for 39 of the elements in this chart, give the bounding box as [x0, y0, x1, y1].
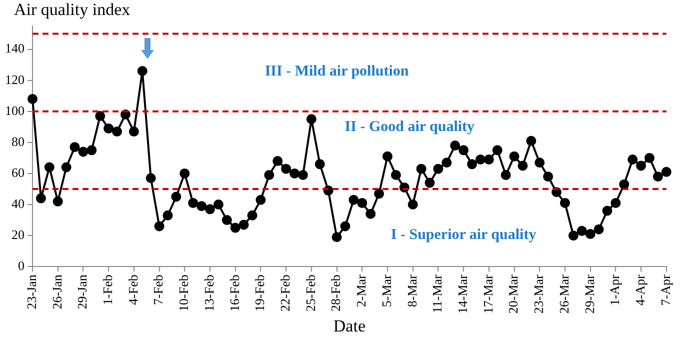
x-tick-label: 4-Apr	[632, 274, 648, 306]
x-tick-label: 28-Feb	[328, 274, 344, 312]
x-tick-label: 11-Mar	[430, 274, 445, 314]
x-tick-label: 25-Feb	[302, 274, 318, 312]
x-tick-label: 16-Feb	[226, 274, 242, 312]
x-tick-label: 7-Apr	[658, 274, 673, 306]
x-tick-label: 19-Feb	[252, 274, 268, 312]
x-tick-label: 1-Apr	[607, 274, 622, 306]
x-tick-label: 23-Mar	[531, 274, 546, 314]
x-tick-label: 17-Mar	[480, 274, 496, 314]
y-tick-label: 40	[12, 196, 24, 211]
x-tick-label: 23-Jan	[24, 274, 39, 310]
x-tick-label: 14-Mar	[454, 274, 470, 314]
annotation: I - Superior air quality	[390, 227, 537, 244]
y-axis-title: Air quality index	[14, 0, 131, 19]
x-tick-label: 7-Feb	[150, 274, 166, 305]
annotation: III - Mild air pollution	[264, 64, 410, 80]
annotation: II - Good air quality	[344, 118, 476, 135]
y-tick-label: 120	[5, 72, 24, 87]
y-tick-label: 140	[5, 40, 24, 56]
y-tick-label: 80	[12, 134, 24, 149]
x-tick-label: 26-Jan	[49, 274, 64, 310]
x-tick-label: 29-Mar	[582, 274, 597, 314]
y-tick-label: 20	[12, 226, 24, 242]
x-tick-label: 10-Feb	[176, 274, 192, 312]
x-tick-label: 26-Mar	[556, 274, 572, 314]
x-tick-label: 1-Feb	[100, 274, 115, 305]
y-tick-label: 60	[12, 164, 24, 180]
x-tick-label: 20-Mar	[506, 274, 521, 314]
x-tick-label: 22-Feb	[277, 274, 292, 312]
x-tick-label: 29-Jan	[74, 274, 90, 310]
x-tick-label: 2-Mar	[354, 274, 369, 308]
y-tick-label: 100	[5, 102, 24, 118]
x-tick-label: 13-Feb	[201, 274, 216, 312]
y-tick-label: 0	[18, 258, 24, 274]
x-tick-label: 5-Mar	[378, 274, 394, 308]
x-tick-label: 8-Mar	[404, 274, 420, 308]
x-tick-label: 4-Feb	[125, 274, 140, 305]
x-axis-title: Date	[333, 316, 366, 336]
